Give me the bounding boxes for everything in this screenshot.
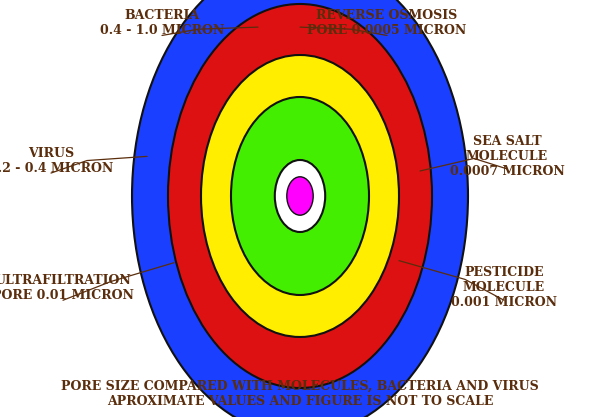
Ellipse shape bbox=[287, 177, 313, 215]
Text: REVERSE OSMOSIS
PORE 0.0005 MICRON: REVERSE OSMOSIS PORE 0.0005 MICRON bbox=[307, 9, 467, 37]
Ellipse shape bbox=[275, 160, 325, 232]
Text: ULTRAFILTRATION
PORE 0.01 MICRON: ULTRAFILTRATION PORE 0.01 MICRON bbox=[0, 274, 134, 302]
Ellipse shape bbox=[231, 97, 369, 295]
Text: PORE SIZE COMPARED WITH MOLECULES, BACTERIA AND VIRUS
APROXIMATE VALUES AND FIGU: PORE SIZE COMPARED WITH MOLECULES, BACTE… bbox=[61, 380, 539, 408]
Text: BACTERIA
0.4 - 1.0 MICRON: BACTERIA 0.4 - 1.0 MICRON bbox=[100, 9, 224, 37]
Text: PESTICIDE
MOLECULE
0.001 MICRON: PESTICIDE MOLECULE 0.001 MICRON bbox=[451, 266, 557, 309]
Ellipse shape bbox=[201, 55, 399, 337]
Ellipse shape bbox=[168, 4, 432, 388]
Text: VIRUS
0.2 - 0.4 MICRON: VIRUS 0.2 - 0.4 MICRON bbox=[0, 146, 113, 175]
Text: SEA SALT
MOLECULE
0.0007 MICRON: SEA SALT MOLECULE 0.0007 MICRON bbox=[449, 135, 565, 178]
Ellipse shape bbox=[132, 0, 468, 417]
